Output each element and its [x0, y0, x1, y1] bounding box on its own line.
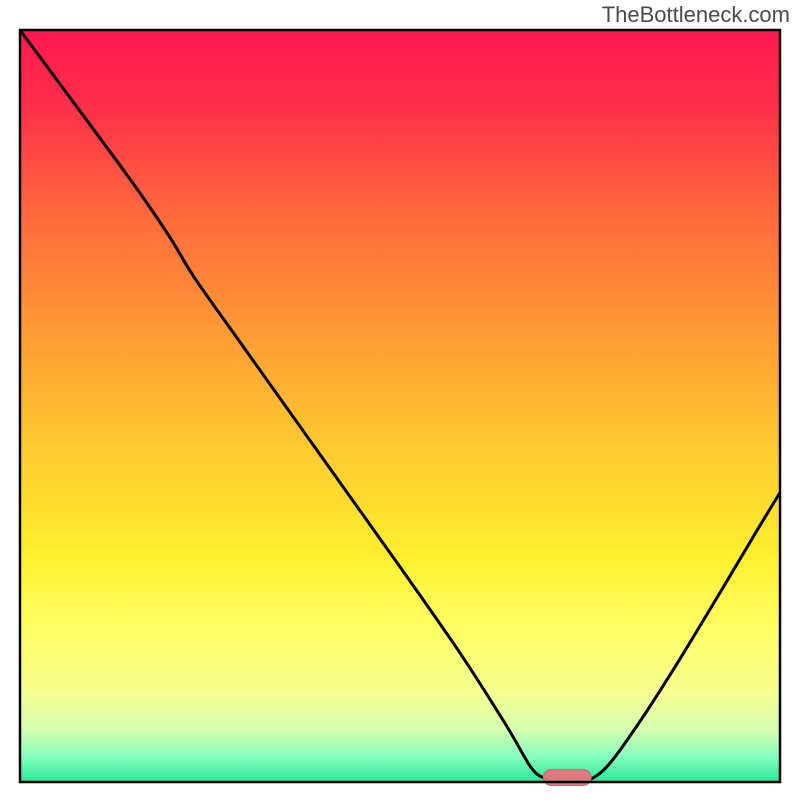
plot-background — [20, 30, 780, 782]
bottleneck-curve-chart — [0, 0, 800, 800]
watermark-label: TheBottleneck.com — [602, 2, 790, 28]
chart-container: TheBottleneck.com — [0, 0, 800, 800]
